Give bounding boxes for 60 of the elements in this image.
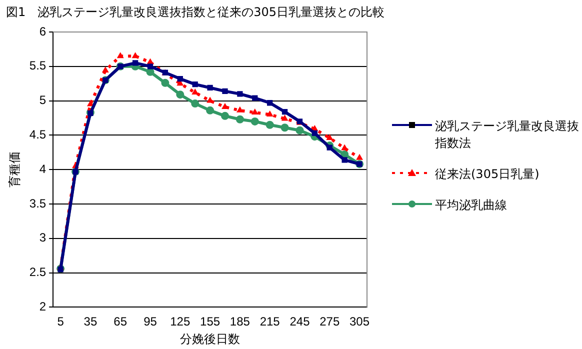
y-tick-label: 5.5	[29, 58, 46, 73]
point	[132, 60, 138, 66]
x-tick-label: 125	[170, 314, 190, 329]
legend-label: 平均泌乳曲線	[435, 197, 507, 214]
point	[282, 108, 288, 115]
point	[267, 100, 273, 106]
point	[251, 108, 258, 114]
x-tick-label: 185	[230, 314, 250, 329]
point	[356, 154, 363, 160]
y-tick-label: 3.5	[29, 196, 46, 210]
point	[176, 90, 184, 99]
point	[207, 84, 213, 91]
x-tick-label: 155	[200, 314, 220, 329]
point	[206, 106, 214, 114]
x-tick-label: 65	[114, 314, 128, 329]
point	[281, 114, 288, 121]
point	[161, 78, 170, 87]
point	[280, 124, 289, 132]
chart-title: 図1 泌乳ステージ乳量改良選抜指数と従来の305日乳量選抜との比較	[6, 4, 385, 21]
point	[237, 91, 243, 97]
point	[296, 126, 304, 134]
y-tick-label: 4.5	[29, 128, 46, 142]
legend-label: 泌乳ステージ乳量改良選抜指数法	[435, 118, 580, 152]
point	[116, 52, 124, 58]
y-tick-label: 4	[39, 162, 46, 176]
point	[342, 157, 348, 163]
x-tick-label: 245	[290, 314, 310, 329]
point	[222, 88, 228, 94]
y-tick-label: 3	[39, 230, 46, 245]
point	[220, 112, 229, 120]
point	[147, 64, 154, 70]
point	[326, 134, 334, 140]
y-tick-label: 2.5	[29, 265, 46, 280]
point	[341, 144, 348, 150]
y-tick-label: 6	[39, 24, 46, 38]
x-axis-title: 分娩後日数	[180, 332, 240, 346]
y-tick-label: 2	[39, 300, 46, 314]
x-tick-label: 35	[84, 314, 98, 329]
legend-label: 従来法(305日乳量)	[435, 166, 540, 183]
point	[252, 95, 258, 101]
point	[192, 81, 198, 88]
point	[191, 100, 200, 108]
x-tick-label: 305	[350, 314, 370, 329]
x-tick-label: 215	[260, 314, 280, 329]
x-tick-label: 275	[320, 314, 340, 329]
y-axis-title: 育種価	[8, 152, 22, 188]
point	[236, 106, 244, 112]
point	[192, 88, 199, 95]
y-tick-label: 5	[39, 93, 46, 108]
point	[250, 117, 259, 126]
x-tick-label: 5	[57, 314, 64, 329]
x-tick-label: 95	[144, 314, 158, 329]
point	[177, 76, 183, 82]
point	[266, 120, 274, 129]
point	[266, 110, 274, 117]
point	[102, 66, 109, 73]
point	[312, 130, 318, 136]
point	[326, 144, 332, 150]
point	[236, 115, 244, 124]
point	[132, 52, 139, 58]
